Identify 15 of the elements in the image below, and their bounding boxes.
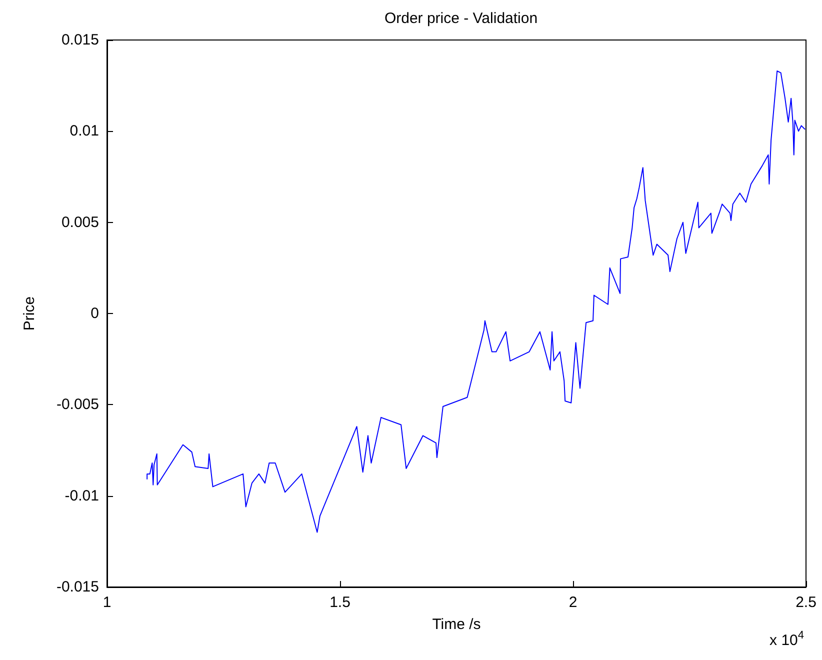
x-tick-label: 2.5 [796, 594, 816, 611]
line-series [146, 70, 806, 533]
y-tick-label: 0.01 [70, 122, 99, 140]
chart-title: Order price - Validation [384, 10, 538, 27]
x-tick-label: 1.5 [330, 594, 350, 611]
x-axis-title: Time /s [432, 616, 481, 633]
y-tick-label: -0.015 [56, 578, 99, 596]
y-axis-title: Price [21, 296, 38, 331]
y-tick-label: 0.015 [61, 32, 99, 48]
y-tick-label: 0.005 [61, 214, 99, 231]
y-tick-label: -0.005 [56, 396, 99, 414]
y-tick-label: -0.01 [64, 487, 99, 504]
x-tick-label: 2 [568, 594, 578, 611]
y-tick-label: 0 [90, 305, 99, 322]
x-tick-label: 1 [102, 594, 112, 611]
